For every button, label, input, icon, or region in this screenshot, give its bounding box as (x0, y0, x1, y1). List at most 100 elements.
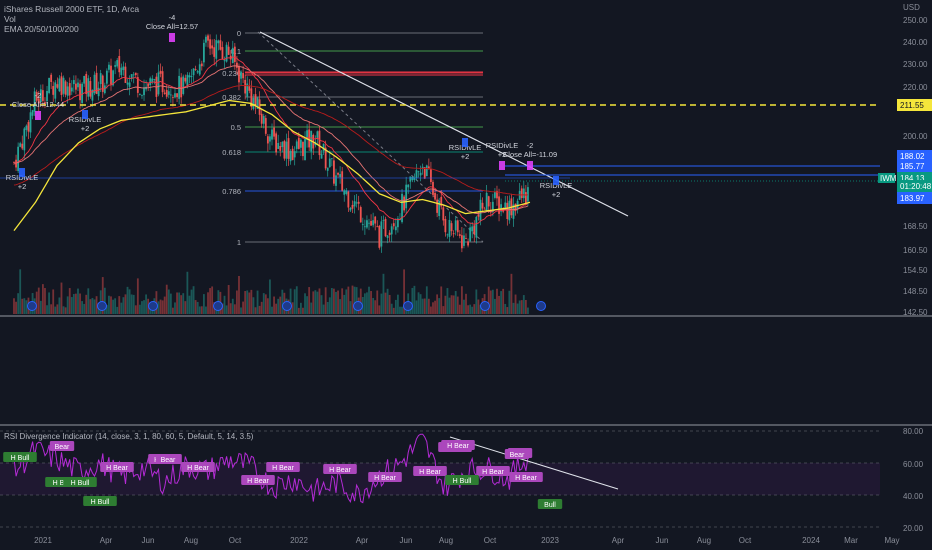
time-tick-label: Aug (184, 536, 198, 545)
volume-bar (77, 288, 79, 314)
candle-body (211, 45, 214, 49)
volume-bar (312, 291, 315, 314)
candle-body (275, 133, 278, 153)
candle-body (130, 74, 133, 79)
volume-bar (244, 291, 247, 314)
volume-bar (157, 301, 160, 314)
volume-bar (114, 298, 117, 314)
candle-body (246, 83, 249, 97)
volume-bar (508, 290, 511, 314)
volume-bar (430, 306, 432, 314)
volume-bar (446, 288, 449, 314)
candle-body (223, 60, 226, 62)
volume-bar (299, 302, 302, 314)
volume-bar (91, 297, 94, 314)
volume-bar (198, 306, 201, 314)
candle-body (299, 139, 302, 148)
symbol-title[interactable]: iShares Russell 2000 ETF, 1D, Arca (4, 4, 140, 14)
fib-level-label: 0.1 (231, 47, 241, 56)
rsi-line (13, 433, 529, 504)
volume-bar (205, 306, 207, 314)
candle-body (450, 223, 453, 232)
rsi-tick-label: 40.00 (903, 492, 924, 501)
candle-body (316, 131, 319, 138)
rsi-divergence-label: H Bear (247, 478, 269, 485)
candle-body (225, 44, 228, 62)
candle-body (297, 137, 300, 149)
fibonacci-retracement[interactable]: 0 0.1 0.236 0.382 0.5 0.618 0.786 1 (222, 29, 484, 247)
rsi-legend[interactable]: RSI Divergence Indicator (14, close, 3, … (4, 432, 254, 441)
ema-legend[interactable]: EMA 20/50/100/200 (4, 24, 79, 34)
candle-body (491, 201, 494, 212)
annotation-text: -4 (169, 13, 176, 22)
candle-body (41, 90, 44, 101)
time-tick-label: Jun (142, 536, 155, 545)
volume-bar (62, 306, 65, 314)
rsi-divergence-badge (323, 464, 357, 474)
volume-bar (333, 288, 335, 314)
volume-bar (250, 289, 253, 314)
volume-bar (442, 306, 445, 314)
annotation-subtext: +2 (498, 150, 507, 159)
candle-body (388, 232, 391, 236)
volume-bar (64, 307, 67, 314)
earnings-marker (213, 301, 223, 311)
price-tick-label: 220.00 (903, 83, 928, 92)
signal-arrow (19, 168, 25, 177)
candle-body (320, 153, 323, 159)
volume-bar (310, 302, 313, 314)
volume-bar (66, 296, 69, 314)
volume-bar (454, 291, 457, 314)
candle-body (427, 166, 430, 170)
signal-arrow (169, 33, 175, 42)
candle-body (136, 77, 139, 93)
candle-body (114, 65, 117, 67)
candle-body (54, 82, 57, 99)
candle-body (421, 166, 424, 169)
rsi-divergence-label: H Bear (482, 469, 504, 476)
rsi-divergence-label: H Bear (515, 475, 537, 482)
rsi-divergence-badge (3, 452, 37, 462)
volume-bar (314, 290, 317, 314)
candle-body (496, 190, 498, 199)
signal-arrow (82, 110, 88, 119)
volume-bar (89, 299, 92, 314)
annotation-subtext: +2 (552, 190, 561, 199)
time-tick-label: Aug (439, 536, 453, 545)
annotation-subtext: Close All=12.57 (146, 22, 198, 31)
candle-body (118, 56, 121, 73)
volume-bar (211, 286, 214, 314)
volume-bar (471, 306, 474, 314)
candle-body (108, 64, 110, 70)
volume-bar (324, 287, 327, 314)
candle-body (180, 77, 183, 98)
candle-body (479, 199, 482, 221)
candle-body (205, 36, 207, 43)
volume-bar (295, 286, 298, 314)
volume-bar (487, 286, 490, 314)
time-tick-label: Oct (229, 536, 242, 545)
rsi-divergence-badge (83, 496, 117, 506)
rsi-divergence-badge (63, 477, 97, 487)
candle-body (264, 118, 267, 134)
ema-slow-line (13, 99, 531, 231)
price-tick-label: 148.50 (903, 287, 928, 296)
candle-body (172, 97, 174, 99)
volume-legend[interactable]: Vol (4, 14, 16, 24)
candle-body (366, 220, 368, 228)
candle-body (157, 72, 160, 95)
candle-body (103, 85, 106, 94)
rsi-divergence-badge (441, 440, 475, 450)
trend-lines[interactable] (0, 31, 880, 217)
volume-bar (233, 304, 236, 314)
candle-body (258, 99, 261, 115)
volume-bar (368, 286, 370, 314)
volume-bar (196, 301, 199, 314)
price-tag (897, 192, 932, 204)
candle-body (403, 196, 405, 211)
candle-body (262, 115, 265, 124)
volume-bar (452, 295, 455, 314)
candle-body (390, 226, 393, 235)
